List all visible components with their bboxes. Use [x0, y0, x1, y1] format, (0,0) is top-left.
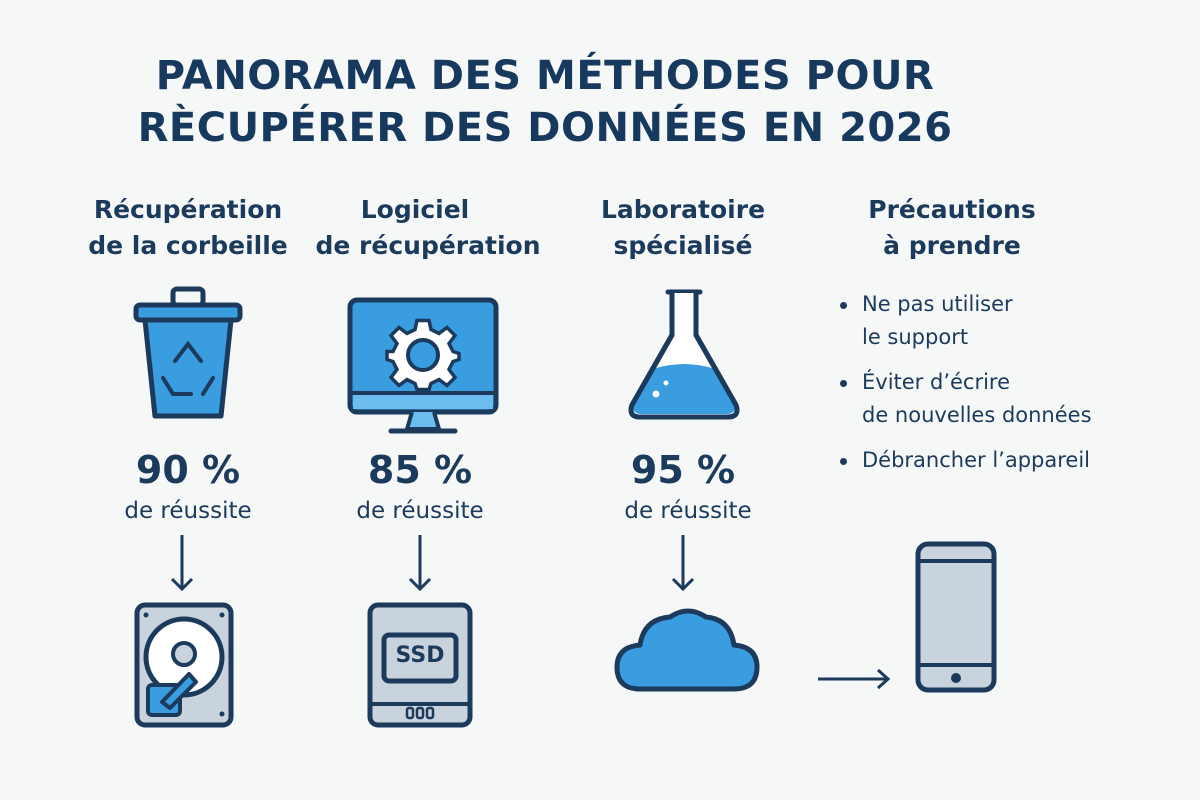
cloud-icon: [614, 608, 760, 692]
success-label: de réussite: [356, 498, 484, 524]
item-line: Débrancher l’appareil: [862, 448, 1090, 472]
heading-line: Précautions: [868, 195, 1036, 224]
page-title: PANORAMA DES MÉTHODES POUR RÈCUPÉRER DES…: [0, 50, 1090, 154]
flask-icon: [628, 289, 740, 420]
precautions-list: Ne pas utiliser le support Éviter d’écrir…: [836, 288, 1092, 489]
success-label: de réussite: [624, 498, 752, 524]
ssd-icon: SSD: [367, 602, 473, 728]
precaution-item: Débrancher l’appareil: [836, 444, 1092, 477]
heading-line: à prendre: [883, 231, 1021, 260]
item-line: le support: [862, 325, 969, 349]
precaution-item: Ne pas utiliser le support: [836, 288, 1092, 354]
arrow-down-icon: [170, 535, 194, 592]
title-line-2: RÈCUPÉRER DES DONNÉES EN 2026: [137, 105, 953, 151]
smartphone-icon: [915, 541, 997, 693]
monitor-gear-icon: [347, 297, 499, 434]
column-heading-software: Logiciel de récupération: [298, 192, 558, 264]
heading-line: de récupération: [315, 231, 541, 260]
success-label: de réussite: [124, 498, 252, 524]
heading-line: Récupération: [93, 195, 283, 224]
success-rate: 95 %: [630, 448, 736, 492]
arrow-down-icon: [408, 535, 432, 592]
ssd-label: SSD: [395, 643, 445, 668]
arrow-right-icon: [818, 668, 891, 690]
heading-line: spécialisé: [613, 231, 753, 260]
heading-line: de la corbeille: [88, 231, 288, 260]
success-rate: 90 %: [135, 448, 241, 492]
precaution-item: Éviter d’écrire de nouvelles données: [836, 366, 1092, 432]
title-line-1: PANORAMA DES MÉTHODES POUR: [155, 53, 935, 99]
column-heading-precautions: Précautions à prendre: [822, 192, 1082, 264]
column-heading-trash: Récupération de la corbeille: [58, 192, 318, 264]
arrow-down-icon: [671, 535, 695, 592]
item-line: Ne pas utiliser: [862, 292, 1013, 316]
column-heading-lab: Laboratoire spécialisé: [553, 192, 813, 264]
hard-drive-icon: [134, 602, 234, 728]
heading-line: Logiciel: [360, 195, 470, 224]
item-line: Éviter d’écrire: [862, 370, 1011, 394]
heading-line: Laboratoire: [600, 195, 766, 224]
success-rate: 85 %: [367, 448, 473, 492]
item-line: de nouvelles données: [862, 403, 1092, 427]
recycle-bin-icon: [133, 286, 243, 419]
